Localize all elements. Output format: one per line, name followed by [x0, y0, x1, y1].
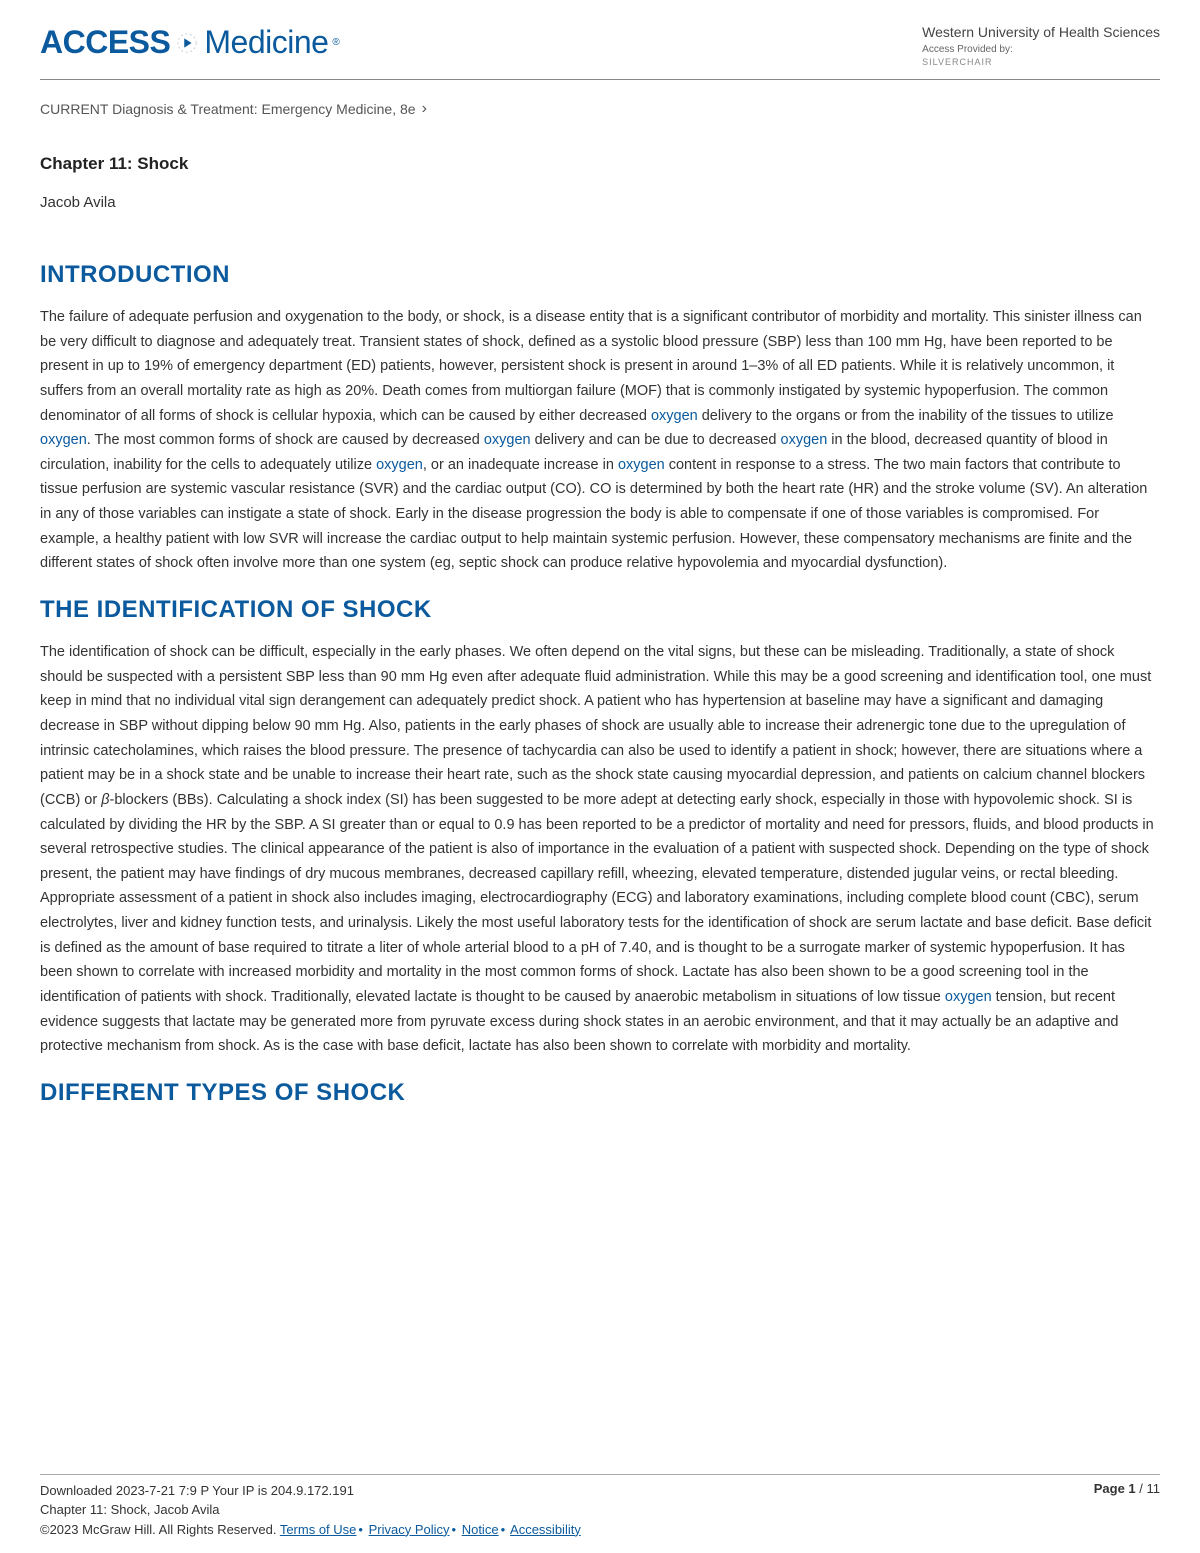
logo-play-icon — [176, 32, 198, 54]
chapter-title: Chapter 11: Shock — [40, 154, 1160, 174]
link-oxygen[interactable]: oxygen — [618, 457, 665, 473]
page-number: Page 1 / 11 — [1094, 1481, 1160, 1540]
logo-medicine-text: Medicine — [204, 24, 328, 61]
access-provided-label: Access Provided by: — [922, 44, 1160, 55]
footer-download-info: Downloaded 2023­-7-­21 7:9 P Your IP is … — [40, 1481, 581, 1501]
section-heading-identification: THE IDENTIFICATION OF SHOCK — [40, 596, 1160, 624]
link-privacy[interactable]: Privacy Policy — [369, 1522, 450, 1537]
link-oxygen[interactable]: oxygen — [376, 457, 423, 473]
link-accessibility[interactable]: Accessibility — [510, 1522, 581, 1537]
breadcrumb[interactable]: CURRENT Diagnosis & Treatment: Emergency… — [40, 100, 1160, 118]
link-oxygen[interactable]: oxygen — [40, 432, 87, 448]
main-content: CURRENT Diagnosis & Treatment: Emergency… — [0, 80, 1200, 1203]
section-heading-types: DIFFERENT TYPES OF SHOCK — [40, 1079, 1160, 1107]
header-institution-block: Western University of Health Sciences Ac… — [922, 24, 1160, 67]
intro-paragraph: The failure of adequate perfusion and ox… — [40, 305, 1160, 576]
link-oxygen[interactable]: oxygen — [484, 432, 531, 448]
page-footer: Downloaded 2023­-7-­21 7:9 P Your IP is … — [0, 1466, 1200, 1553]
link-oxygen[interactable]: oxygen — [651, 408, 698, 424]
breadcrumb-text: CURRENT Diagnosis & Treatment: Emergency… — [40, 101, 416, 117]
link-notice[interactable]: Notice — [462, 1522, 499, 1537]
footer-rule — [40, 1474, 1160, 1475]
logo-trademark: ® — [332, 37, 339, 48]
link-oxygen[interactable]: oxygen — [781, 432, 828, 448]
provider-name: SILVERCHAIR — [922, 57, 1160, 67]
footer-copyright: ©2023 McGraw Hill. All Rights Reserved. — [40, 1522, 280, 1537]
chevron-right-icon: › — [422, 100, 427, 118]
link-oxygen[interactable]: oxygen — [945, 989, 992, 1005]
chapter-author: Jacob Avila — [40, 194, 1160, 211]
institution-name: Western University of Health Sciences — [922, 24, 1160, 40]
footer-chapter-info: Chapter 11: Shock, Jacob Avila — [40, 1500, 581, 1520]
brand-logo[interactable]: ACCESS Medicine ® — [40, 24, 340, 61]
page-header: ACCESS Medicine ® Western University of … — [0, 0, 1200, 79]
identification-paragraph: The identification of shock can be diffi… — [40, 640, 1160, 1059]
footer-copyright-line: ©2023 McGraw Hill. All Rights Reserved. … — [40, 1520, 581, 1540]
section-heading-introduction: INTRODUCTION — [40, 261, 1160, 289]
logo-access-text: ACCESS — [40, 24, 170, 61]
link-terms[interactable]: Terms of Use — [280, 1522, 357, 1537]
